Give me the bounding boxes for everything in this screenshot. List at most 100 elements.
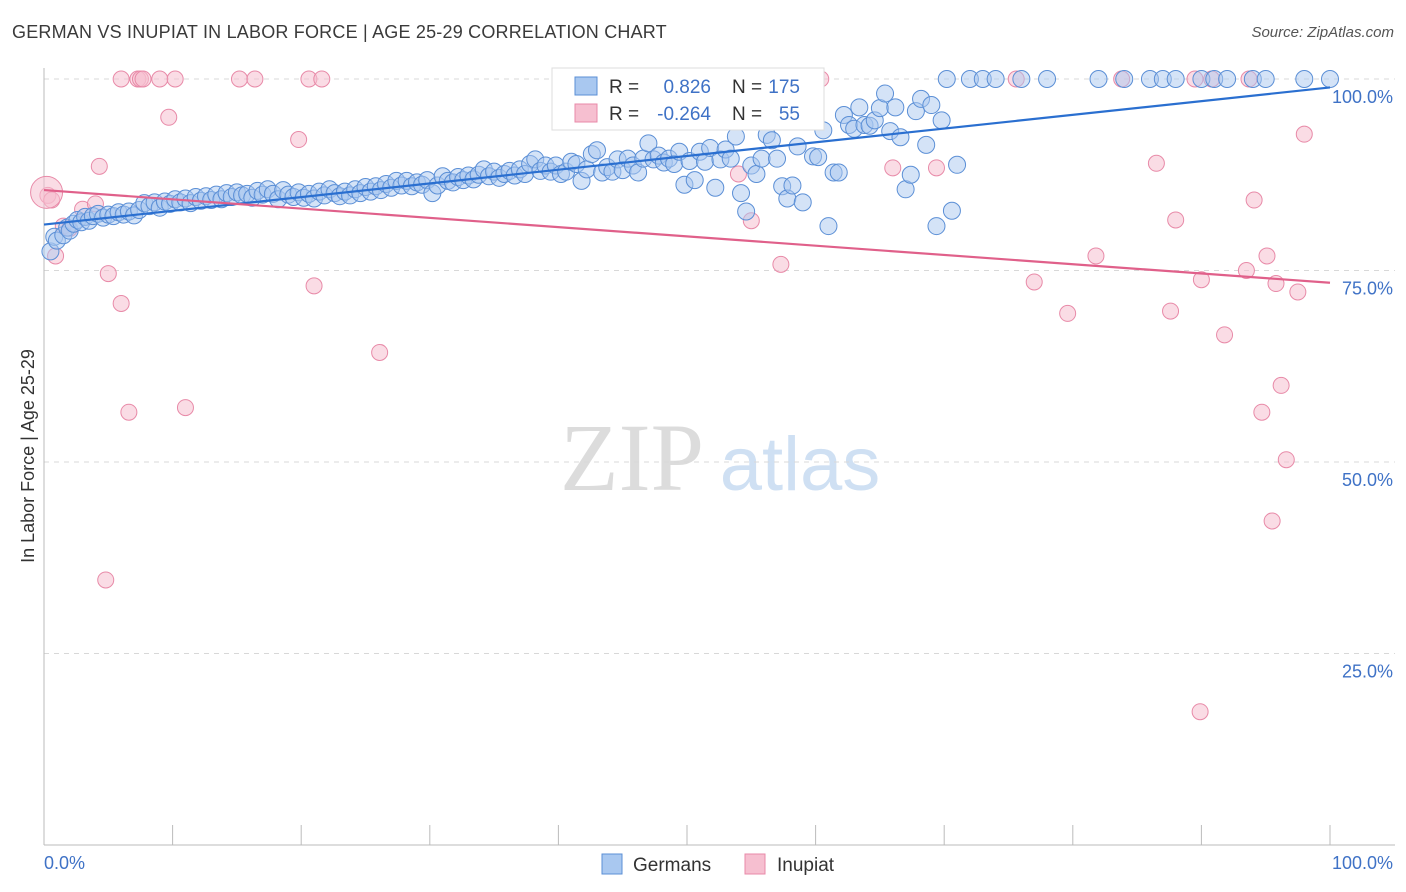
inupiat-swatch (574, 103, 598, 123)
inupiat-n-value: 55 (779, 104, 800, 125)
germans-point (577, 160, 596, 179)
germans-point (819, 217, 838, 236)
germans-point (1256, 70, 1275, 88)
germans-point (917, 135, 936, 154)
inupiat-point (927, 159, 945, 177)
source-label: Source: ZipAtlas.com (1251, 24, 1394, 41)
germans-point (986, 70, 1005, 88)
inupiat-point (134, 70, 152, 88)
germans-point (850, 98, 869, 117)
inupiat-r-value: -0.264 (657, 104, 711, 125)
inupiat-point (1191, 703, 1209, 721)
germans-r-value: 0.826 (663, 77, 711, 98)
inupiat-point (230, 70, 248, 88)
germans-point (721, 149, 740, 168)
germans-point (1321, 70, 1339, 88)
y-axis-title: In Labor Force | Age 25-29 (18, 349, 38, 563)
inupiat-point (1295, 125, 1313, 143)
germans-point (927, 217, 946, 236)
germans-point (1218, 70, 1237, 88)
y-tick-label: 25.0% (1342, 662, 1393, 682)
inupiat-point (246, 70, 264, 88)
inupiat-point (305, 277, 323, 295)
inupiat-point (112, 70, 130, 88)
germans-r-label: R = (609, 77, 639, 98)
inupiat-point (1216, 326, 1234, 344)
bottom-legend: Germans Inupiat (601, 853, 835, 876)
germans-point (932, 111, 951, 130)
legend-germans-swatch (601, 853, 623, 875)
inupiat-point (151, 70, 169, 88)
inupiat-point (1253, 403, 1271, 421)
germans-n-label: N = (732, 77, 762, 98)
germans-point (706, 178, 725, 197)
x-tick-max: 100.0% (1332, 853, 1393, 873)
germans-point (1089, 70, 1108, 88)
germans-point (752, 149, 771, 168)
inupiat-point (1245, 191, 1263, 209)
inupiat-point (1258, 247, 1276, 265)
germans-point (1038, 70, 1057, 88)
inupiat-point (884, 159, 902, 177)
inupiat-point (99, 265, 117, 283)
germans-point (685, 171, 704, 190)
germans-point (829, 163, 848, 182)
inupiat-point (1025, 273, 1043, 291)
inupiat-point (313, 70, 331, 88)
inupiat-point (1162, 302, 1180, 320)
germans-point (1115, 70, 1134, 88)
inupiat-point (1087, 247, 1105, 265)
inupiat-point (1263, 512, 1281, 530)
inupiat-point (1167, 211, 1185, 229)
germans-point (948, 155, 967, 174)
germans-point (876, 84, 895, 103)
germans-point (809, 148, 828, 167)
germans-point (901, 165, 920, 184)
trend-lines (43, 86, 1331, 284)
inupiat-point (112, 294, 130, 312)
legend-inupiat-label: Inupiat (777, 855, 835, 876)
germans-point (1166, 70, 1185, 88)
watermark-zip: ZIP (560, 404, 704, 511)
inupiat-n-label: N = (732, 104, 762, 125)
y-tick-label: 50.0% (1342, 470, 1393, 490)
germans-point (768, 149, 787, 168)
y-tick-label: 75.0% (1342, 279, 1393, 299)
chart-title: GERMAN VS INUPIAT IN LABOR FORCE | AGE 2… (12, 22, 667, 42)
inupiat-point (120, 403, 138, 421)
y-tick-labels: 100.0% 75.0% 50.0% 25.0% (1332, 87, 1393, 682)
inupiat-point (97, 571, 115, 589)
inupiat-point (1277, 451, 1295, 469)
inupiat-point (160, 108, 178, 126)
inupiat-trend-line (43, 188, 1331, 284)
inupiat-r-label: R = (609, 104, 639, 125)
germans-point (891, 128, 910, 147)
stats-box: R = 0.826 N = 175 R = -0.264 N = 55 (551, 67, 825, 131)
inupiat-point (729, 165, 747, 183)
germans-point (793, 193, 812, 212)
inupiat-point (772, 255, 790, 273)
germans-point (783, 176, 802, 195)
germans-point (788, 137, 807, 156)
inupiat-point (176, 399, 194, 417)
inupiat-point (166, 70, 184, 88)
inupiat-point (1059, 304, 1077, 322)
germans-point (937, 70, 956, 88)
watermark-atlas: atlas (720, 422, 881, 507)
y-tick-label: 100.0% (1332, 87, 1393, 107)
germans-point (922, 96, 941, 115)
germans-point (1012, 70, 1031, 88)
inupiat-point (290, 131, 308, 149)
inupiat-point (1147, 154, 1165, 172)
germans-swatch (574, 76, 598, 96)
inupiat-point (1272, 376, 1290, 394)
germans-point (747, 164, 766, 183)
inupiat-point (1192, 271, 1210, 289)
germans-point (587, 141, 606, 160)
legend-germans-label: Germans (633, 855, 711, 876)
germans-point (737, 202, 756, 221)
germans-point (1295, 70, 1314, 88)
germans-point (942, 201, 961, 220)
germans-point (886, 98, 905, 117)
